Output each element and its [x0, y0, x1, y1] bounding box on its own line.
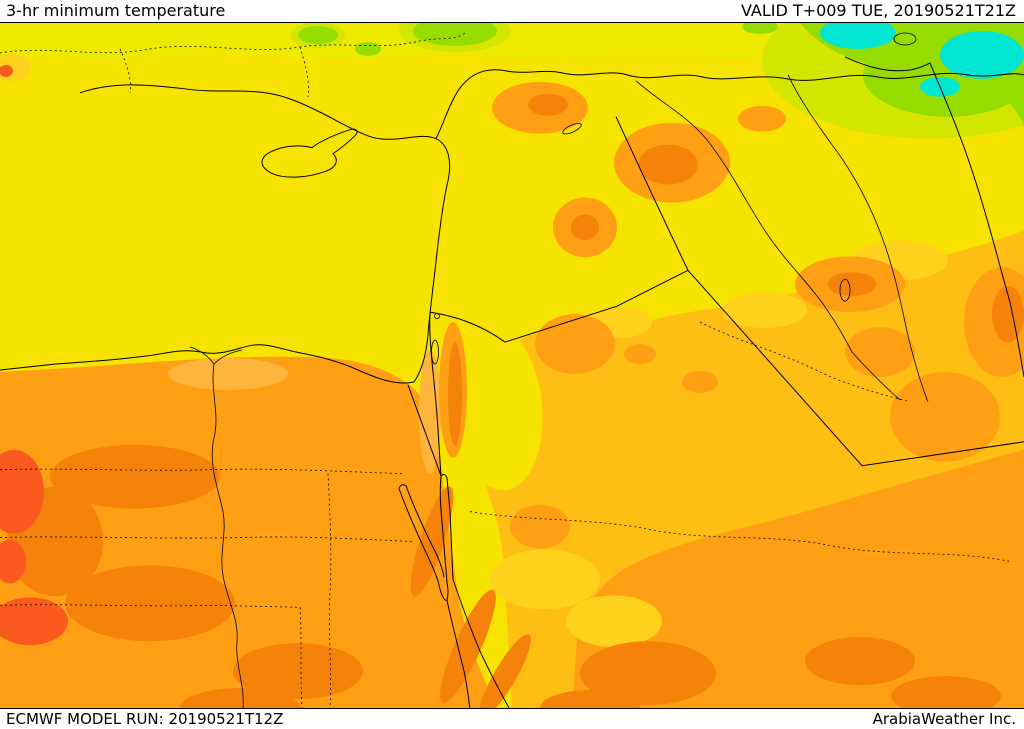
dead-sea: [431, 339, 439, 365]
mediterranean-coastline: [0, 84, 451, 384]
gulf-of-suez-west-shore: [398, 488, 440, 586]
syria-iraq-border: [615, 116, 689, 271]
nile-delta-branch-east: [213, 349, 243, 365]
lake-tharthar: [839, 278, 851, 302]
temp-blobs-dark-orange: [7, 93, 1024, 708]
red-sea-west-shore: [446, 600, 471, 708]
temp-region-light-orange: [168, 350, 441, 474]
tigris-river: [787, 74, 929, 403]
nile-river: [211, 363, 244, 708]
footer-bar: ECMWF MODEL RUN: 20190521T12Z ArabiaWeat…: [0, 709, 1024, 729]
temp-blobs-red: [0, 64, 68, 646]
gulf-of-aqaba-east-shore: [446, 477, 454, 580]
cyprus-coastline: [261, 128, 358, 178]
country-borders: [0, 32, 1024, 708]
rivers: [189, 74, 929, 708]
gulf-of-aqaba-west-shore: [439, 476, 448, 583]
lake-assad: [562, 123, 582, 135]
gulf-of-suez-head: [398, 484, 407, 489]
red-sea-east-shore: [452, 579, 510, 708]
header-bar: 3-hr minimum temperature VALID T+009 TUE…: [0, 0, 1024, 22]
temp-region-gold: [0, 53, 948, 648]
valid-time-label: VALID T+009 TUE, 20190521T21Z: [740, 1, 1016, 20]
orange-zone-southeast: [572, 449, 1024, 708]
lake-tiberias: [434, 313, 440, 320]
nile-delta-branch-west: [189, 346, 215, 365]
temperature-map: [0, 23, 1024, 708]
temp-region-yellow-tongue: [451, 323, 543, 491]
saudi-iraq-border: [687, 269, 1024, 467]
turkey-syria-border: [435, 69, 1024, 139]
jordan-iraq-border: [504, 269, 689, 343]
turkey-iraq-border: [844, 56, 931, 72]
euphrates-river: [635, 80, 901, 401]
jordan-west-border: [429, 312, 442, 476]
attribution-label: ArabiaWeather Inc.: [872, 710, 1016, 728]
gulf-of-aqaba-head: [440, 473, 448, 478]
admin-boundaries-dotted: [0, 32, 1011, 708]
iraq-iran-border: [929, 62, 1024, 378]
gulf-of-suez-east-shore: [405, 485, 445, 578]
model-run-label: ECMWF MODEL RUN: 20190521T12Z: [6, 710, 284, 728]
map-title: 3-hr minimum temperature: [6, 1, 226, 20]
israel-egypt-border: [407, 384, 442, 476]
lake-van: [893, 32, 917, 46]
map-area: [0, 22, 1024, 709]
